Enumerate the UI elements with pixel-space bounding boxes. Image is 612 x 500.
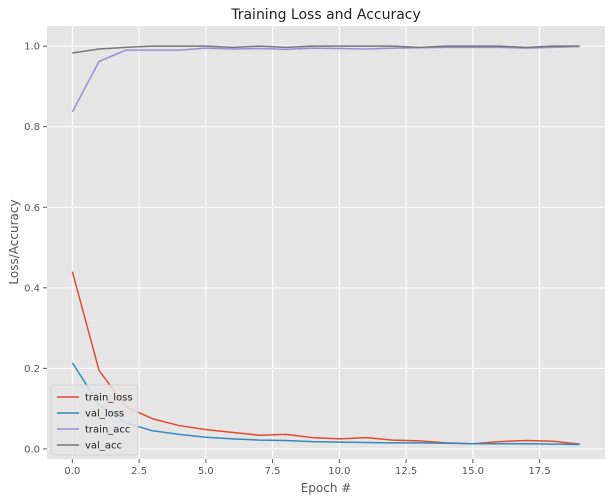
x-tick-label: 7.5	[265, 466, 281, 477]
series-line-val-acc	[72, 45, 580, 54]
legend-label-val-loss: val_loss	[85, 409, 124, 420]
legend-label-val-acc: val_acc	[85, 441, 122, 452]
x-tick-label: 12.5	[395, 466, 417, 477]
series-line-train-loss	[71, 271, 580, 445]
series-line-val-loss	[71, 362, 580, 446]
y-axis-label: Loss/Accuracy	[7, 199, 21, 284]
x-tick-label: 2.5	[131, 466, 147, 477]
x-axis-label: Epoch #	[301, 481, 352, 495]
x-axis-ticks: 0.0 2.5 5.0 7.5 10.0 12.5 15.0 17.5	[64, 459, 551, 477]
x-tick-label: 5.0	[198, 466, 214, 477]
x-tick-label: 15.0	[462, 466, 484, 477]
chart-title: Training Loss and Accuracy	[230, 7, 421, 23]
y-tick-label: 0.8	[24, 122, 40, 133]
legend-box	[50, 384, 139, 456]
y-axis-ticks: 0.0 0.2 0.4 0.6 0.8 1.0	[24, 42, 47, 455]
x-tick-label: 0.0	[64, 466, 80, 477]
x-tick-label: 17.5	[528, 466, 550, 477]
series-line-train-acc	[71, 45, 580, 113]
y-tick-label: 1.0	[24, 42, 40, 53]
legend: train_loss val_loss train_acc val_acc	[50, 384, 139, 456]
legend-label-train-loss: train_loss	[85, 393, 133, 404]
series-lines	[71, 45, 580, 446]
y-tick-label: 0.6	[24, 203, 40, 214]
y-tick-label: 0.2	[24, 364, 40, 375]
x-tick-label: 10.0	[328, 466, 350, 477]
legend-label-train-acc: train_acc	[85, 425, 130, 436]
y-tick-label: 0.4	[24, 283, 40, 294]
y-tick-label: 0.0	[24, 444, 40, 455]
plot-area	[47, 26, 605, 459]
